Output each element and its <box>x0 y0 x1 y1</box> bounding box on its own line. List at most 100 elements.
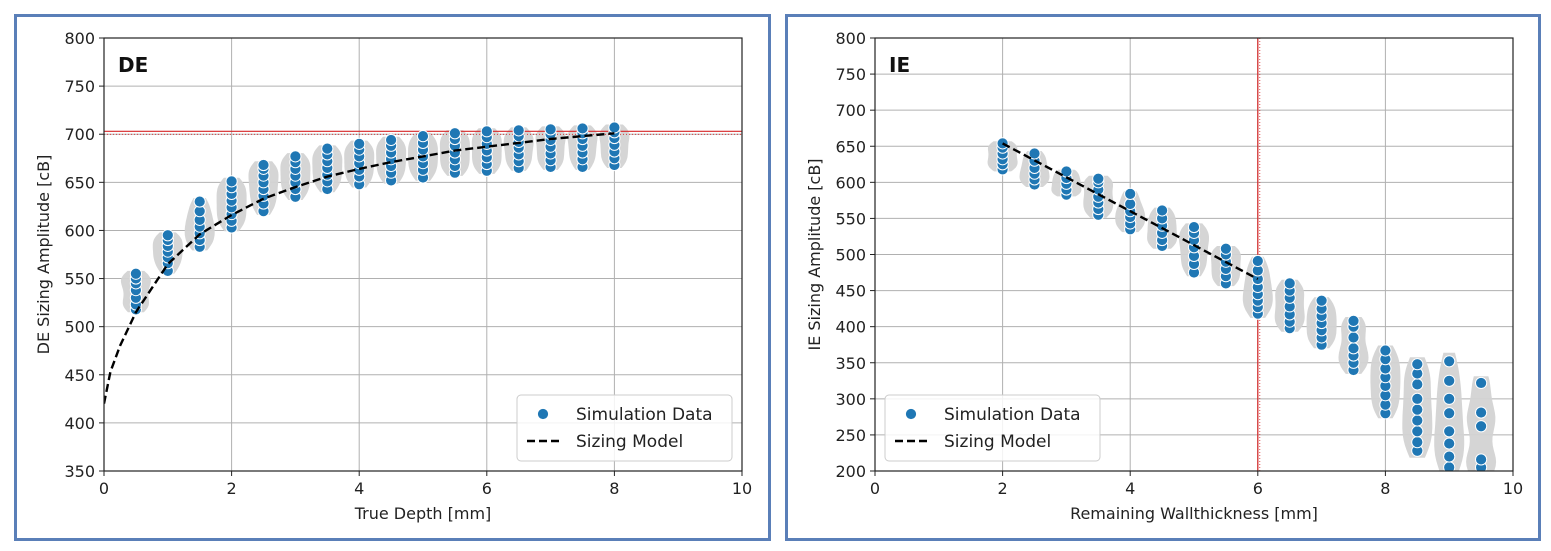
data-point <box>1347 342 1360 355</box>
data-point <box>353 137 366 150</box>
data-point <box>1411 436 1424 449</box>
ie-chart: 0 2 4 6 8 10 200 250 300 350 400 450 500 550 600 650 700… <box>805 29 1523 523</box>
data-point <box>161 229 174 242</box>
legend-marker-simulation <box>536 407 550 421</box>
data-point <box>608 121 621 134</box>
y-tick-label: 750 <box>64 77 95 96</box>
data-point <box>1411 414 1424 427</box>
x-axis-label: True Depth [mm] <box>354 504 492 523</box>
legend-box <box>516 394 733 462</box>
legend-label-simulation: Simulation Data <box>576 405 713 425</box>
data-point <box>576 122 589 135</box>
data-point <box>512 124 525 137</box>
y-tick-label: 350 <box>64 462 95 481</box>
y-tick-label: 600 <box>64 221 95 240</box>
data-point <box>1347 331 1360 344</box>
y-tick-label: 500 <box>64 318 95 337</box>
data-point <box>1443 392 1456 405</box>
data-point <box>1475 453 1488 466</box>
data-point <box>1411 392 1424 405</box>
y-tick-label: 650 <box>64 173 95 192</box>
y-tick-label: 350 <box>835 354 866 373</box>
panel-tag: IE <box>889 53 910 77</box>
data-point <box>289 150 302 163</box>
data-point <box>1475 376 1488 390</box>
legend-box <box>884 394 1101 462</box>
data-point <box>1347 314 1360 327</box>
ie-chart-panel: 0 2 4 6 8 10 200 250 300 350 400 450 500 550 600 650 700… <box>785 14 1541 541</box>
y-tick-label: 200 <box>835 462 866 481</box>
de-chart: 0 2 4 6 8 10 350 400 450 500 550 600 650 700 750 800 DE T… <box>34 29 752 523</box>
x-tick-label: 8 <box>1380 479 1390 498</box>
data-point <box>1475 420 1488 433</box>
y-tick-label: 750 <box>835 65 866 84</box>
data-point <box>1443 437 1456 450</box>
axes-frame <box>103 37 743 472</box>
data-point <box>1379 344 1392 357</box>
x-tick-label: 2 <box>998 479 1008 498</box>
y-axis-label: IE Sizing Amplitude [cB] <box>805 158 824 350</box>
de-chart-panel: 0 2 4 6 8 10 350 400 450 500 550 600 650 700 750 800 DE T… <box>14 14 771 541</box>
data-point <box>480 125 493 138</box>
y-tick-label: 650 <box>835 137 866 156</box>
data-point <box>1443 425 1456 438</box>
data-point <box>1443 450 1456 463</box>
y-tick-label: 400 <box>835 318 866 337</box>
data-point <box>321 142 334 155</box>
y-tick-label: 400 <box>64 414 95 433</box>
x-tick-label: 10 <box>732 479 752 498</box>
legend-label-model: Sizing Model <box>576 432 683 452</box>
sizing-model-line <box>104 132 615 404</box>
data-point <box>1156 204 1169 217</box>
data-point <box>1315 294 1328 307</box>
legend: Simulation Data Sizing Model <box>884 394 1101 462</box>
data-point <box>1251 254 1264 268</box>
y-tick-label: 250 <box>835 426 866 445</box>
y-tick-label: 550 <box>835 209 866 228</box>
legend-marker-simulation <box>904 407 918 421</box>
plot-area <box>987 38 1497 471</box>
y-tick-label: 800 <box>64 29 95 48</box>
data-point <box>1443 407 1456 420</box>
x-tick-label: 4 <box>1125 479 1135 498</box>
legend: Simulation Data Sizing Model <box>516 394 733 462</box>
data-point <box>448 127 461 140</box>
data-point <box>1443 355 1456 368</box>
y-tick-label: 450 <box>64 366 95 385</box>
y-tick-label: 800 <box>835 29 866 48</box>
axes-frame <box>874 37 1514 472</box>
y-tick-label: 500 <box>835 246 866 265</box>
data-point <box>1443 374 1456 387</box>
data-point <box>544 123 557 136</box>
data-point <box>1411 358 1424 371</box>
y-tick-label: 600 <box>835 173 866 192</box>
data-point <box>193 195 206 208</box>
x-tick-label: 0 <box>870 479 880 498</box>
y-tick-label: 700 <box>64 125 95 144</box>
plot-area <box>104 121 742 404</box>
data-point <box>129 267 143 280</box>
data-point <box>996 137 1009 150</box>
x-tick-label: 4 <box>354 479 364 498</box>
data-point <box>1187 220 1201 234</box>
x-tick-label: 0 <box>99 479 109 498</box>
legend-label-model: Sizing Model <box>944 432 1051 452</box>
data-point <box>1283 277 1296 290</box>
y-tick-label: 700 <box>835 101 866 120</box>
x-axis-label: Remaining Wallthickness [mm] <box>1070 504 1318 523</box>
data-point <box>1411 403 1424 416</box>
x-tick-label: 6 <box>1253 479 1263 498</box>
data-point <box>1411 378 1424 391</box>
data-point <box>257 158 270 172</box>
data-point <box>385 133 398 147</box>
y-tick-label: 550 <box>64 270 95 289</box>
data-point <box>1028 147 1041 160</box>
x-tick-label: 8 <box>609 479 619 498</box>
sizing-model-line <box>1002 142 1259 281</box>
data-point <box>1475 406 1488 419</box>
y-tick-label: 450 <box>835 282 866 301</box>
data-point <box>1411 425 1424 438</box>
data-point <box>225 175 238 188</box>
data-point <box>1219 242 1232 255</box>
x-tick-label: 10 <box>1503 479 1523 498</box>
